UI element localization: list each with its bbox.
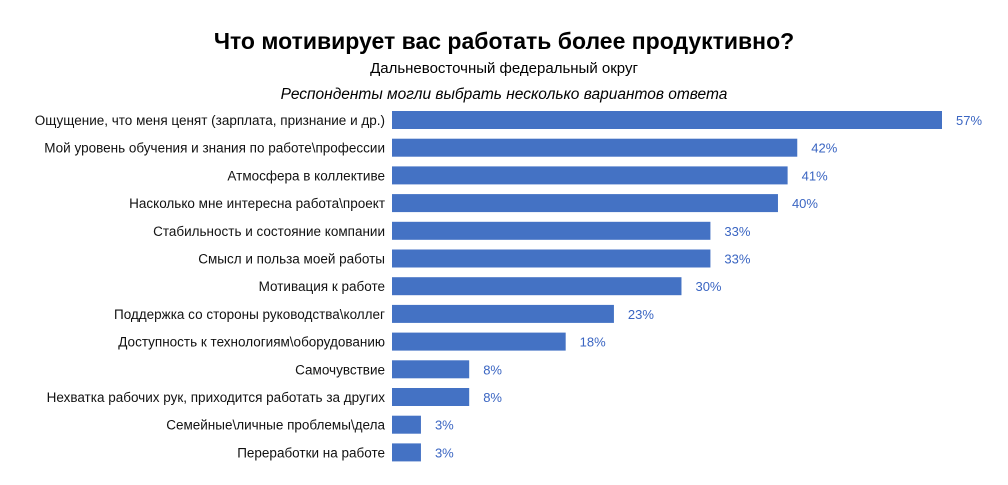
value-label: 33%: [724, 224, 750, 239]
bar: [392, 277, 682, 296]
bar: [392, 249, 711, 268]
value-label: 23%: [628, 307, 654, 322]
value-label: 8%: [483, 390, 502, 405]
value-label: 40%: [792, 196, 818, 211]
category-label: Доступность к технологиям\оборудованию: [118, 335, 385, 350]
bar: [392, 138, 798, 157]
value-label: 42%: [811, 141, 837, 156]
category-label: Нехватка рабочих рук, приходится работат…: [47, 390, 386, 405]
value-label: 33%: [724, 252, 750, 267]
value-label: 30%: [695, 279, 721, 294]
bar: [392, 332, 566, 351]
value-label: 8%: [483, 362, 502, 377]
category-label: Атмосфера в коллективе: [227, 168, 385, 183]
value-label: 18%: [580, 335, 606, 350]
category-label: Стабильность и состояние компании: [153, 224, 385, 239]
category-label: Семейные\личные проблемы\дела: [166, 418, 385, 433]
bar: [392, 443, 421, 462]
value-label: 3%: [435, 418, 454, 433]
category-label: Поддержка со стороны руководства\коллег: [114, 307, 385, 322]
category-label: Мой уровень обучения и знания по работе\…: [44, 141, 385, 156]
category-label: Переработки на работе: [237, 445, 385, 460]
category-label: Смысл и польза моей работы: [198, 252, 385, 267]
category-label: Самочувствие: [295, 362, 385, 377]
bar: [392, 221, 711, 240]
bar: [392, 194, 778, 213]
bar: [392, 304, 614, 323]
chart-note: Респонденты могли выбрать несколько вари…: [280, 86, 728, 103]
category-label: Насколько мне интересна работа\проект: [129, 196, 385, 211]
value-label: 3%: [435, 445, 454, 460]
bar: [392, 388, 470, 406]
value-label: 41%: [802, 168, 828, 183]
bar: [392, 111, 942, 129]
value-label: 57%: [956, 113, 982, 128]
chart-subtitle: Дальневосточный федеральный округ: [370, 60, 638, 77]
category-label: Ощущение, что меня ценят (зарплата, приз…: [35, 113, 385, 128]
chart-title: Что мотивирует вас работать более продук…: [213, 28, 795, 54]
bar: [392, 166, 788, 185]
bar: [392, 415, 421, 434]
bar: [392, 360, 470, 379]
category-label: Мотивация к работе: [259, 279, 385, 294]
